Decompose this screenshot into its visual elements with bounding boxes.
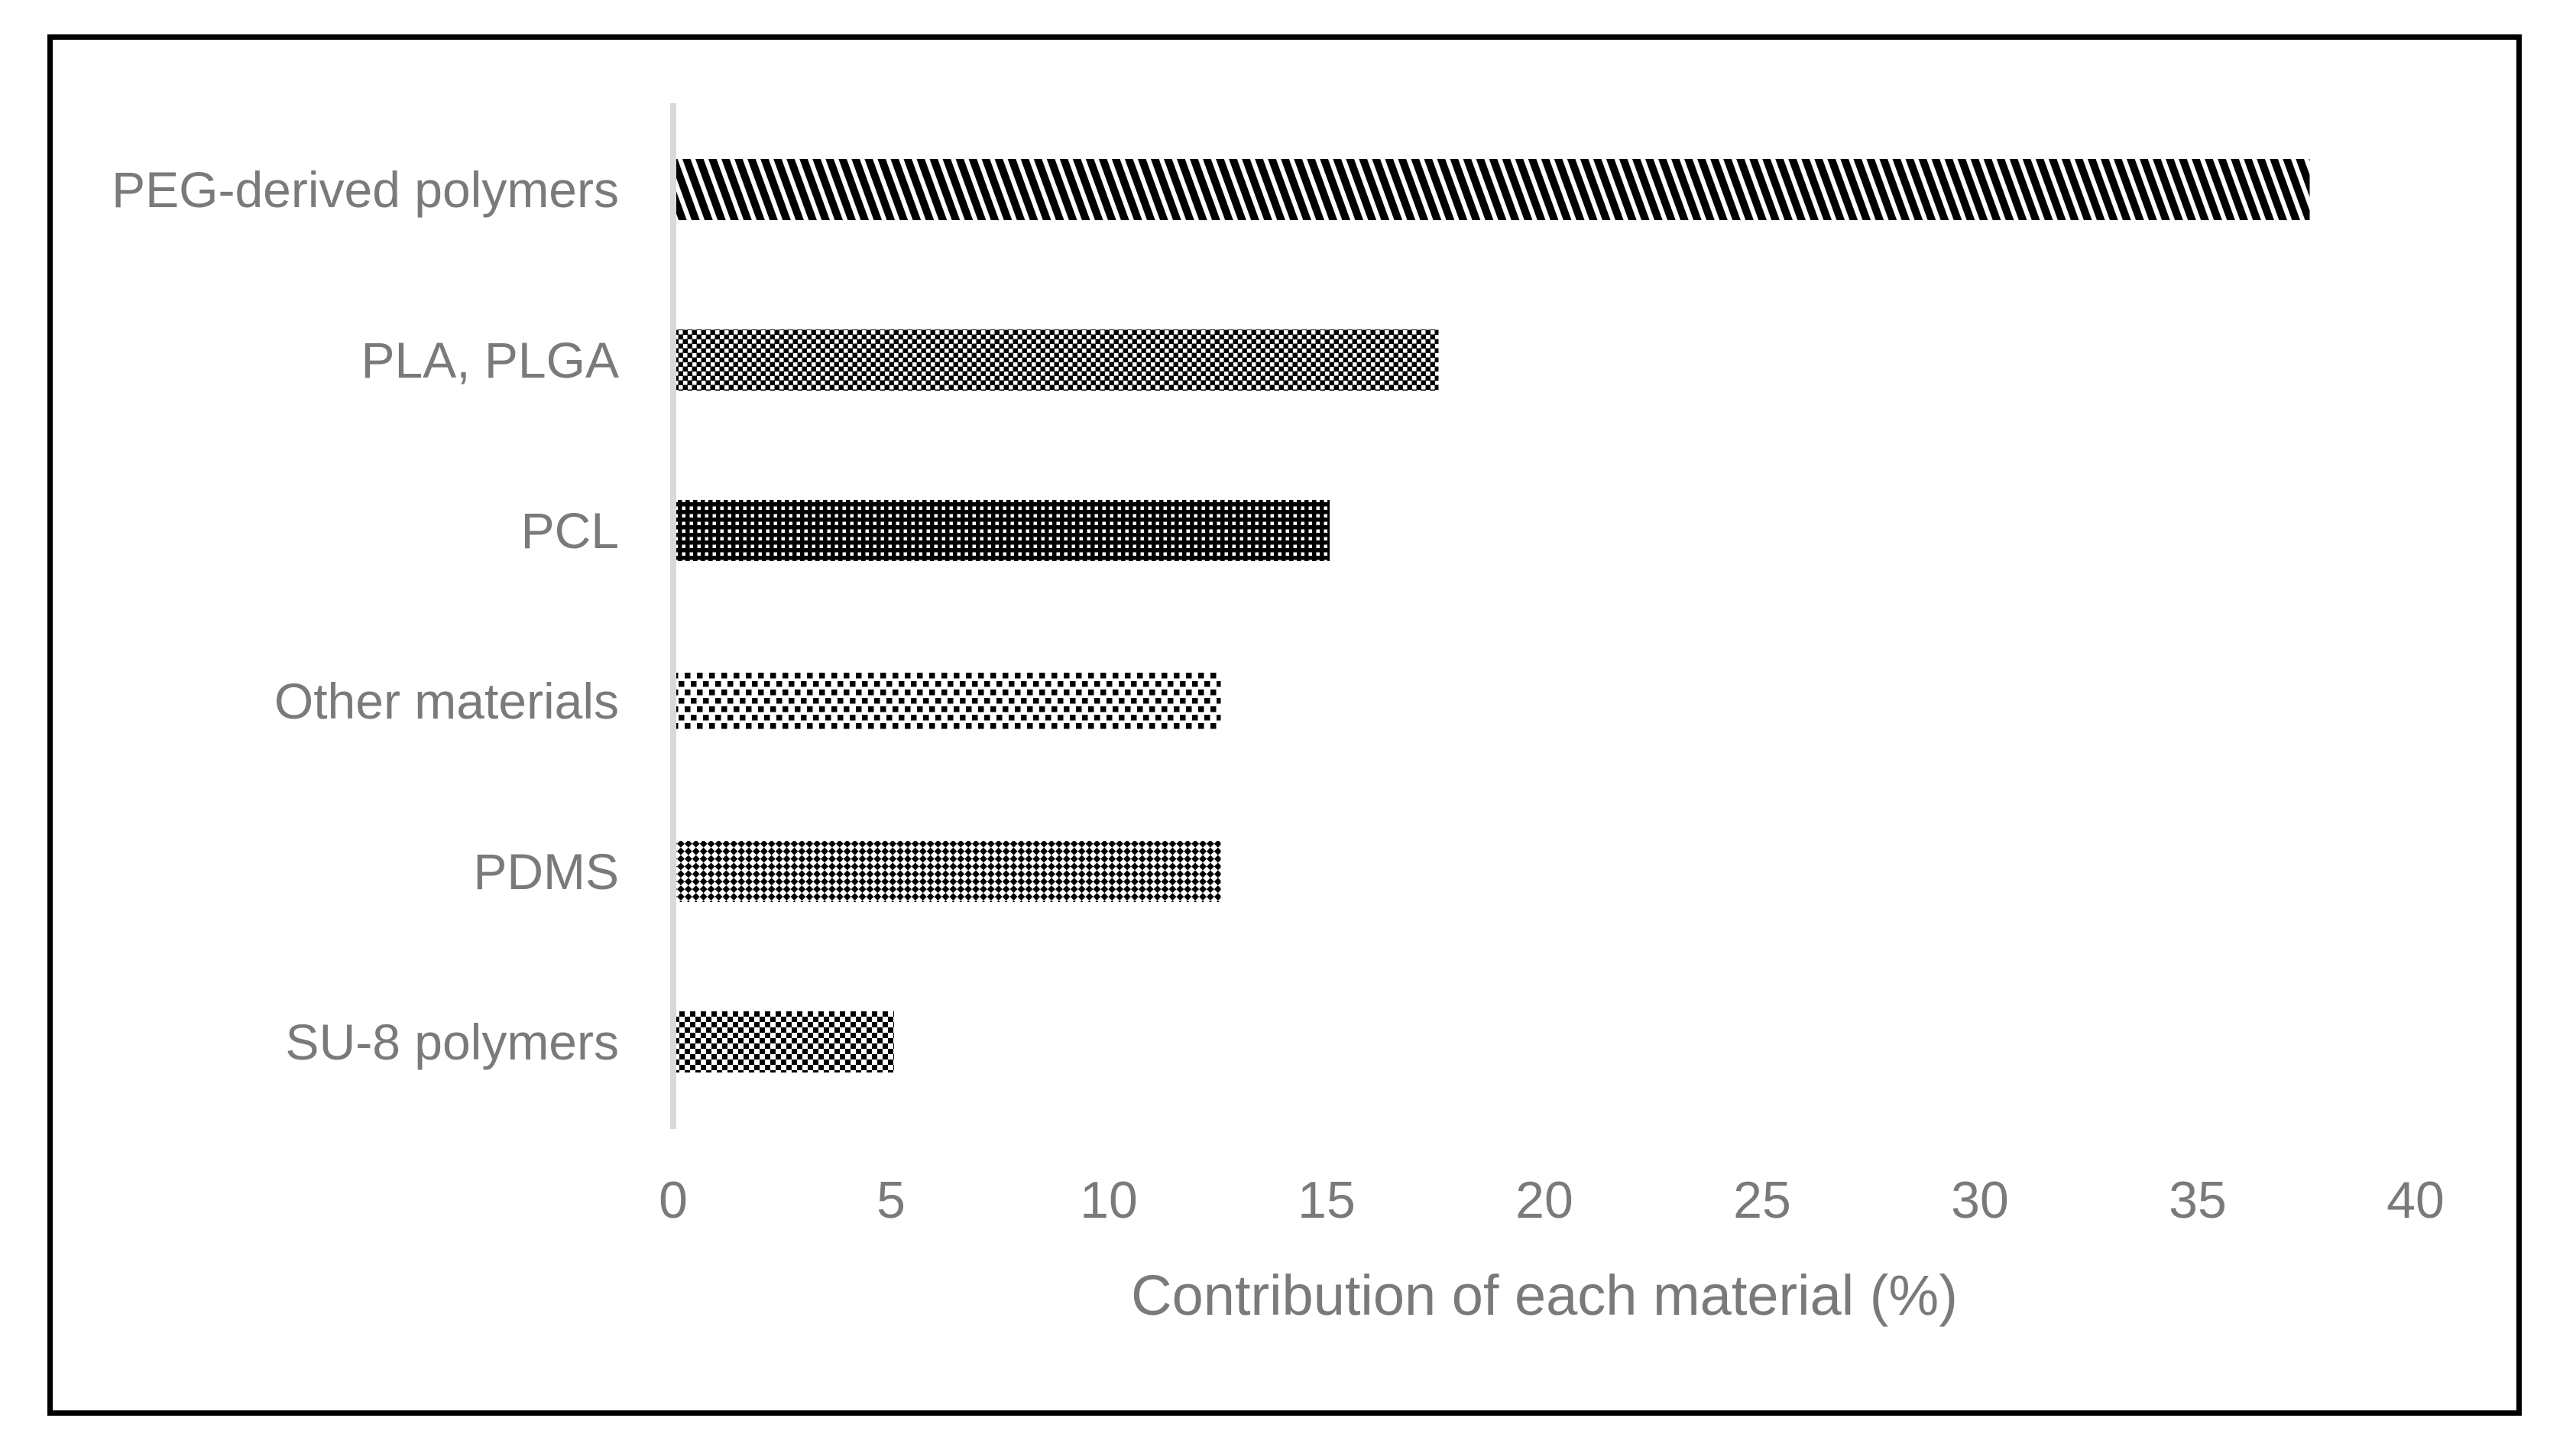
category-label: PCL xyxy=(520,502,619,559)
x-tick-label: 40 xyxy=(2386,1171,2445,1229)
chart-outer-border xyxy=(47,34,2522,1416)
bar xyxy=(676,841,1221,902)
bar-series xyxy=(676,159,2310,1072)
x-tick-label: 20 xyxy=(1515,1171,1573,1229)
bar xyxy=(676,329,1439,391)
bar xyxy=(676,670,1221,732)
category-axis-line xyxy=(670,103,676,1129)
value-axis-title: Contribution of each material (%) xyxy=(1131,1264,1958,1327)
x-tick-label: 0 xyxy=(659,1171,688,1229)
bar xyxy=(676,1011,894,1072)
x-tick-label: 25 xyxy=(1733,1171,1791,1229)
x-tick-label: 30 xyxy=(1951,1171,2009,1229)
x-tick-label: 5 xyxy=(876,1171,906,1229)
x-tick-label: 15 xyxy=(1298,1171,1356,1229)
category-label: PEG-derived polymers xyxy=(112,161,619,218)
category-label: SU-8 polymers xyxy=(285,1014,619,1070)
x-tick-label: 35 xyxy=(2169,1171,2227,1229)
category-label: Other materials xyxy=(274,673,619,729)
x-tick-label: 10 xyxy=(1080,1171,1138,1229)
bar xyxy=(676,159,2310,220)
category-label: PDMS xyxy=(473,843,619,900)
category-label: PLA, PLGA xyxy=(361,332,619,388)
bar xyxy=(676,500,1330,561)
